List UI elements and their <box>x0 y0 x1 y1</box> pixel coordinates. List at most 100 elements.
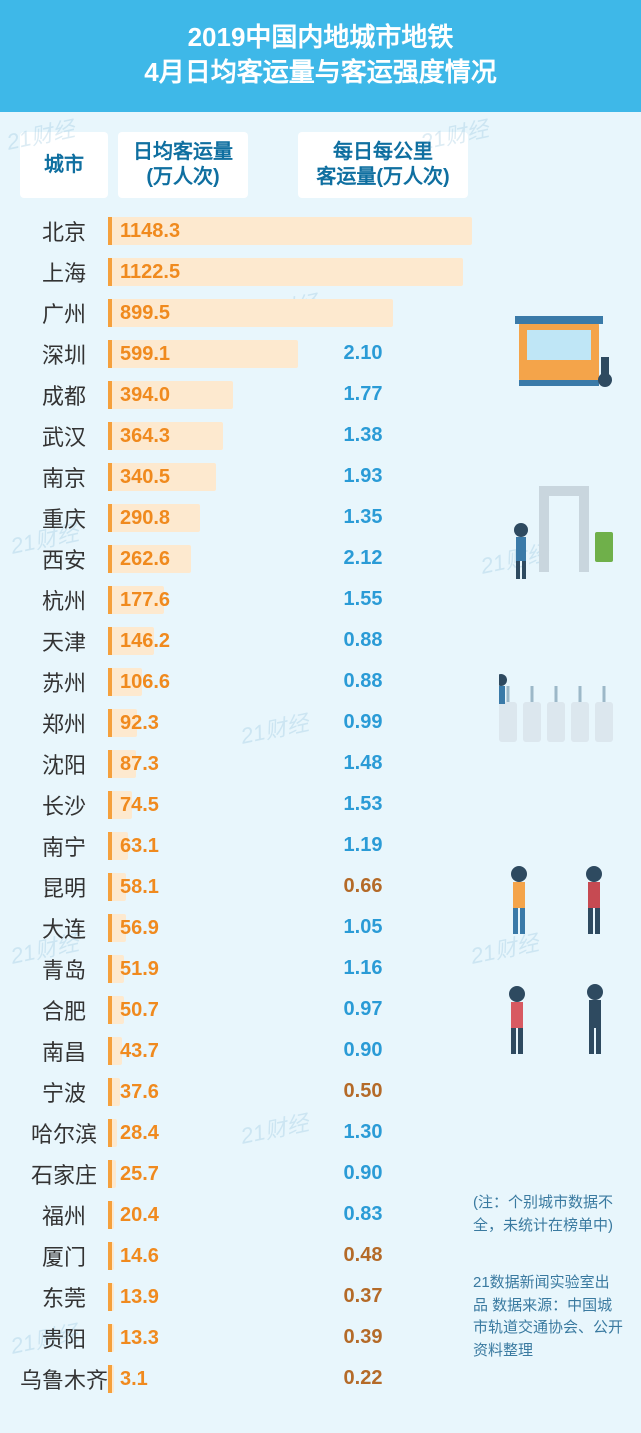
col-intensity-l2: 客运量(万人次) <box>316 165 449 190</box>
volume-value: 74.5 <box>120 789 159 821</box>
volume-value: 56.9 <box>120 912 159 944</box>
bar-area: 50.7 <box>108 994 488 1026</box>
volume-value: 13.9 <box>120 1281 159 1313</box>
volume-value: 290.8 <box>120 502 170 534</box>
city-label: 武汉 <box>20 420 108 452</box>
city-label: 石家庄 <box>20 1158 108 1190</box>
title-line1: 2019中国内地城市地铁 <box>10 20 631 55</box>
city-label: 苏州 <box>20 666 108 698</box>
volume-value: 50.7 <box>120 994 159 1026</box>
title-banner: 2019中国内地城市地铁 4月日均客运量与客运强度情况 <box>0 0 641 112</box>
city-label: 天津 <box>20 625 108 657</box>
volume-value: 177.6 <box>120 584 170 616</box>
volume-value: 87.3 <box>120 748 159 780</box>
col-volume-l1: 日均客运量 <box>133 140 233 165</box>
col-volume: 日均客运量 (万人次) <box>118 132 248 198</box>
bar-area: 25.7 <box>108 1158 488 1190</box>
bar-area: 177.6 <box>108 584 488 616</box>
volume-value: 20.4 <box>120 1199 159 1231</box>
volume-value: 3.1 <box>120 1363 148 1395</box>
city-label: 长沙 <box>20 789 108 821</box>
table-row: 厦门14.60.48 <box>20 1235 621 1276</box>
bar-area: 28.4 <box>108 1117 488 1149</box>
city-label: 成都 <box>20 379 108 411</box>
volume-value: 364.3 <box>120 420 170 452</box>
table-row: 宁波37.60.50 <box>20 1071 621 1112</box>
bar-area: 63.1 <box>108 830 488 862</box>
bar-area: 146.2 <box>108 625 488 657</box>
volume-value: 599.1 <box>120 338 170 370</box>
volume-bar <box>108 1078 120 1106</box>
table-row: 北京1148.31.86 <box>20 210 621 251</box>
volume-value: 37.6 <box>120 1076 159 1108</box>
footnote-2: 21数据新闻实验室出品 数据来源：中国城市轨道交通协会、公开资料整理 <box>473 1272 623 1362</box>
city-label: 南京 <box>20 461 108 493</box>
col-city: 城市 <box>20 132 108 198</box>
volume-bar <box>108 1242 114 1270</box>
col-intensity: 每日每公里 客运量(万人次) <box>298 132 468 198</box>
city-label: 合肥 <box>20 994 108 1026</box>
volume-bar <box>108 1324 114 1352</box>
volume-value: 43.7 <box>120 1035 159 1067</box>
city-label: 大连 <box>20 912 108 944</box>
city-label: 南宁 <box>20 830 108 862</box>
table-row: 天津146.20.88 <box>20 620 621 661</box>
infographic-container: 2019中国内地城市地铁 4月日均客运量与客运强度情况 21财经 21财经 21… <box>0 0 641 1429</box>
table-row: 南宁63.11.19 <box>20 825 621 866</box>
people-walking-icon <box>499 862 619 952</box>
table-row: 乌鲁木齐3.10.22 <box>20 1358 621 1399</box>
bar-area: 340.5 <box>108 461 488 493</box>
bar-area: 106.6 <box>108 666 488 698</box>
volume-value: 14.6 <box>120 1240 159 1272</box>
bar-area: 87.3 <box>108 748 488 780</box>
volume-value: 262.6 <box>120 543 170 575</box>
volume-bar <box>108 1119 117 1147</box>
title-line2: 4月日均客运量与客运强度情况 <box>10 55 631 90</box>
city-label: 宁波 <box>20 1076 108 1108</box>
city-label: 贵阳 <box>20 1322 108 1354</box>
bar-area: 20.4 <box>108 1199 488 1231</box>
bar-area: 3.1 <box>108 1363 488 1395</box>
table-row: 武汉364.31.38 <box>20 415 621 456</box>
city-label: 重庆 <box>20 502 108 534</box>
table-row: 石家庄25.70.90 <box>20 1153 621 1194</box>
volume-value: 899.5 <box>120 297 170 329</box>
col-intensity-l1: 每日每公里 <box>316 140 449 165</box>
bar-area: 13.3 <box>108 1322 488 1354</box>
city-label: 青岛 <box>20 953 108 985</box>
volume-value: 106.6 <box>120 666 170 698</box>
city-label: 南昌 <box>20 1035 108 1067</box>
city-label: 西安 <box>20 543 108 575</box>
people-walking-icon <box>499 982 619 1072</box>
volume-value: 340.5 <box>120 461 170 493</box>
table-row: 长沙74.51.53 <box>20 784 621 825</box>
city-label: 杭州 <box>20 584 108 616</box>
volume-bar <box>108 1283 114 1311</box>
footnote-1: (注：个别城市数据不全，未统计在榜单中) <box>473 1192 623 1237</box>
turnstile-icon <box>499 672 619 762</box>
bar-area: 262.6 <box>108 543 488 575</box>
column-headers: 城市 日均客运量 (万人次) 每日每公里 客运量(万人次) <box>20 132 621 198</box>
kiosk-icon <box>509 302 619 402</box>
city-label: 乌鲁木齐 <box>20 1363 108 1395</box>
city-label: 厦门 <box>20 1240 108 1272</box>
city-label: 广州 <box>20 297 108 329</box>
volume-bar <box>108 1365 114 1393</box>
bar-area: 290.8 <box>108 502 488 534</box>
volume-bar <box>108 1160 116 1188</box>
bar-area: 51.9 <box>108 953 488 985</box>
table-row: 哈尔滨28.41.30 <box>20 1112 621 1153</box>
bar-area: 13.9 <box>108 1281 488 1313</box>
city-label: 福州 <box>20 1199 108 1231</box>
volume-bar <box>108 1201 114 1229</box>
volume-value: 1148.3 <box>120 215 180 247</box>
table-row: 上海1122.51.68 <box>20 251 621 292</box>
volume-value: 92.3 <box>120 707 159 739</box>
bar-area: 37.6 <box>108 1076 488 1108</box>
city-label: 昆明 <box>20 871 108 903</box>
city-label: 郑州 <box>20 707 108 739</box>
security-gate-icon <box>509 482 619 592</box>
volume-value: 63.1 <box>120 830 159 862</box>
col-volume-l2: (万人次) <box>133 165 233 190</box>
city-label: 东莞 <box>20 1281 108 1313</box>
